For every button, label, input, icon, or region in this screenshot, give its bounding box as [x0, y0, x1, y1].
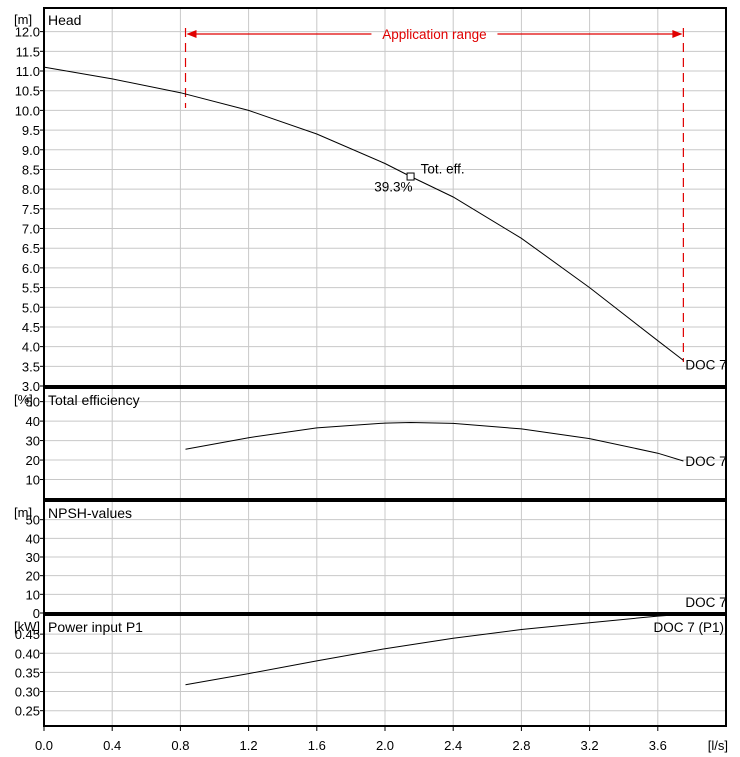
best-efficiency-marker [406, 172, 415, 181]
curve-head [43, 66, 684, 361]
x-axis: 0.0 0.4 0.8 1.2 1.6 2.0 2.4 2.8 3.2 3.6 [l/s] [35, 726, 728, 753]
y-unit-label: [%] [14, 392, 33, 407]
chart-panels: 3.0 3.5 4.0 4.5 5.0 5.5 6.0 6.5 7.0 7.5 8.0 8.5 9.0 9… [14, 7, 727, 727]
y-tick-label: 11.5 [16, 44, 40, 59]
panel-npsh-grid [43, 501, 726, 614]
y-tick-label: 10.5 [15, 84, 40, 99]
y-tick-label: 50 [26, 395, 40, 410]
y-tick-label: 3.5 [22, 359, 40, 374]
y-tick-label: 20 [26, 453, 40, 468]
application-range-left-arrow [186, 30, 197, 38]
y-unit-label: [m] [14, 505, 32, 520]
y-tick-label: 20 [26, 569, 40, 584]
y-tick-label: 11.0 [16, 64, 40, 79]
series-label-npsh: DOC 7 [685, 595, 726, 610]
series-label-power: DOC 7 (P1) [653, 620, 724, 635]
y-tick-label: 8.0 [22, 182, 40, 197]
x-tick-label: 3.6 [649, 738, 667, 753]
y-unit-label: [kW] [14, 619, 40, 634]
x-tick-label: 3.2 [581, 738, 599, 753]
x-tick-label: 2.4 [444, 738, 462, 753]
y-tick-label: 4.5 [22, 320, 40, 335]
panel-head-grid [43, 8, 726, 387]
x-tick-label: 0.8 [171, 738, 189, 753]
y-tick-label: 9.0 [22, 143, 40, 158]
x-axis-unit: [l/s] [708, 738, 728, 753]
y-tick-label: 40 [26, 414, 40, 429]
y-tick-label: 7.0 [22, 222, 40, 237]
y-tick-label: 4.0 [22, 340, 40, 355]
y-tick-label: 0.25 [15, 704, 40, 719]
x-tick-label: 0.0 [35, 738, 53, 753]
y-unit-label: [m] [14, 12, 32, 27]
y-tick-label: 50 [26, 513, 40, 528]
y-tick-label: 30 [26, 434, 40, 449]
y-tick-label: 3.0 [22, 379, 40, 394]
best-efficiency-annotation: Tot. eff. 39.3% [374, 162, 464, 195]
y-tick-label: 0.30 [15, 685, 40, 700]
y-tick-label: 0.35 [15, 665, 40, 680]
application-range: Application range [184, 27, 684, 362]
tot-eff-value: 39.3% [374, 180, 412, 195]
y-tick-label: 12.0 [15, 25, 40, 40]
panel-head-frame [43, 7, 727, 387]
panel-efficiency: 10 20 30 40 50[%] Total efficiency DOC 7 [14, 387, 727, 500]
y-tick-label: 7.5 [22, 202, 40, 217]
panel-title: Total efficiency [48, 392, 140, 408]
y-tick-label: 6.5 [22, 241, 40, 256]
panel-power-grid [43, 615, 726, 726]
x-tick-label: 2.0 [376, 738, 394, 753]
y-tick-label: 6.0 [22, 261, 40, 276]
panel-title: Head [48, 12, 81, 28]
curve-efficiency [185, 421, 684, 462]
x-tick-label: 2.8 [512, 738, 530, 753]
panel-npsh: 0 10 20 30 40 50[m] NPSH-values DOC 7 [14, 500, 727, 621]
y-tick-label: 0 [33, 606, 40, 621]
y-tick-label: 10 [26, 473, 40, 488]
panel-npsh-frame [43, 500, 727, 614]
panel-efficiency-frame [43, 387, 727, 500]
y-tick-label: 9.5 [22, 123, 40, 138]
panel-efficiency-grid [43, 388, 726, 499]
panel-head: 3.0 3.5 4.0 4.5 5.0 5.5 6.0 6.5 7.0 7.5 8.0 8.5 9.0 9… [14, 7, 727, 394]
x-tick-label: 1.6 [308, 738, 326, 753]
application-range-right-arrow [672, 30, 683, 38]
curve-power [185, 613, 684, 686]
series-label-efficiency: DOC 7 [685, 454, 726, 469]
x-tick-label: 1.2 [240, 738, 258, 753]
panel-title: NPSH-values [48, 505, 132, 521]
y-tick-label: 5.5 [22, 281, 40, 296]
y-tick-label: 10 [26, 587, 40, 602]
y-tick-label: 30 [26, 550, 40, 565]
panel-title: Power input P1 [48, 619, 143, 635]
y-tick-label: 5.0 [22, 300, 40, 315]
panel-power: 0.25 0.30 0.35 0.40 0.45[kW] Power input P1 DO… [14, 613, 727, 727]
y-tick-label: 40 [26, 531, 40, 546]
tot-eff-label: Tot. eff. [421, 162, 465, 177]
y-tick-label: 10.0 [15, 103, 40, 118]
series-label-head: DOC 7 [685, 357, 726, 372]
x-tick-label: 0.4 [103, 738, 121, 753]
application-range-label: Application range [382, 27, 486, 42]
y-tick-label: 8.5 [22, 162, 40, 177]
y-tick-label: 0.45 [15, 627, 40, 642]
y-tick-label: 0.40 [15, 646, 40, 661]
